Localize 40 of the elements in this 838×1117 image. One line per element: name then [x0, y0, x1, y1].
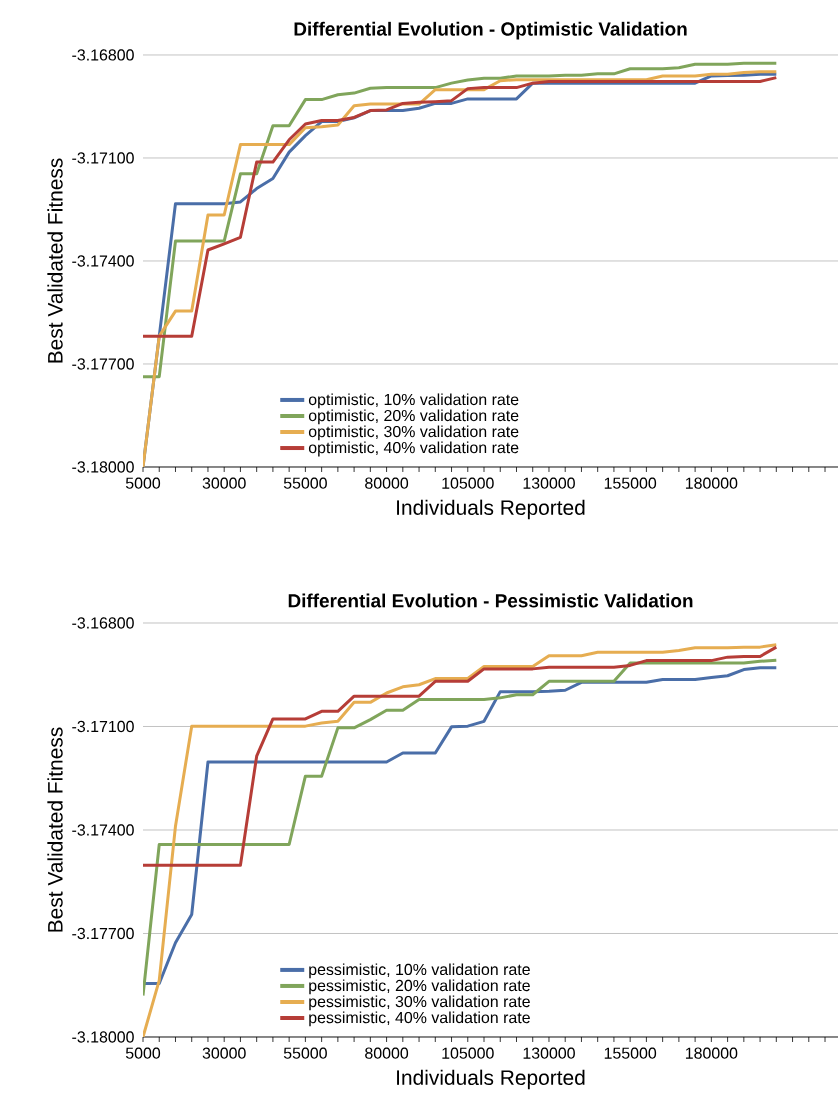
y-tick-label: -3.18000 [72, 1031, 134, 1043]
x-tick-label: 155000 [604, 477, 656, 489]
x-axis-title: Individuals Reported [396, 499, 585, 520]
x-tick-label: 5000 [125, 1047, 160, 1059]
y-tick-label: -3.17700 [72, 927, 134, 940]
x-tick-label: 180000 [685, 477, 738, 489]
legend-label: pessimistic, 10% validation rate [309, 963, 530, 979]
x-tick-label: 130000 [523, 1047, 575, 1059]
x-tick-label: 55000 [283, 1047, 327, 1059]
x-tick-label: 30000 [202, 477, 246, 489]
chart-title: Differential Evolution - Pessimistic Validation [288, 593, 693, 608]
chart-title: Differential Evolution - Optimistic Validation [294, 21, 687, 40]
y-tick-label: -3.17100 [72, 152, 134, 164]
x-tick-label: 105000 [442, 1047, 494, 1059]
y-axis-title: Best Validated Fitness [47, 727, 63, 932]
y-axis-title: Best Validated Fitness [47, 158, 63, 363]
x-tick-label: 30000 [202, 1047, 246, 1059]
x-tick-label: 5000 [125, 477, 160, 489]
legend-label: optimistic, 30% validation rate [308, 425, 519, 441]
x-tick-label: 55000 [283, 477, 327, 489]
y-tick-label: -3.17400 [72, 255, 134, 267]
legend-label: pessimistic, 30% validation rate [309, 995, 530, 1011]
legend-label: optimistic, 10% validation rate [308, 393, 519, 409]
x-tick-label: 80000 [364, 1047, 408, 1059]
x-tick-label: 180000 [685, 1047, 738, 1059]
legend-label: pessimistic, 20% validation rate [309, 979, 530, 995]
x-tick-label: 155000 [604, 1047, 656, 1059]
legend-label: optimistic, 40% validation rate [308, 441, 519, 457]
x-tick-label: 130000 [523, 477, 575, 489]
legend-label: pessimistic, 40% validation rate [309, 1011, 530, 1027]
y-tick-label: -3.17700 [72, 358, 134, 370]
legend-label: optimistic, 20% validation rate [308, 409, 519, 425]
y-tick-label: -3.17400 [72, 824, 134, 836]
y-tick-label: -3.16800 [72, 49, 134, 61]
x-tick-label: 80000 [364, 477, 408, 489]
x-axis-title: Individuals Reported [396, 1069, 585, 1090]
y-tick-label: -3.18000 [72, 461, 134, 473]
y-tick-label: -3.16800 [72, 617, 134, 629]
x-tick-label: 105000 [442, 477, 494, 489]
y-tick-label: -3.17100 [72, 720, 134, 733]
